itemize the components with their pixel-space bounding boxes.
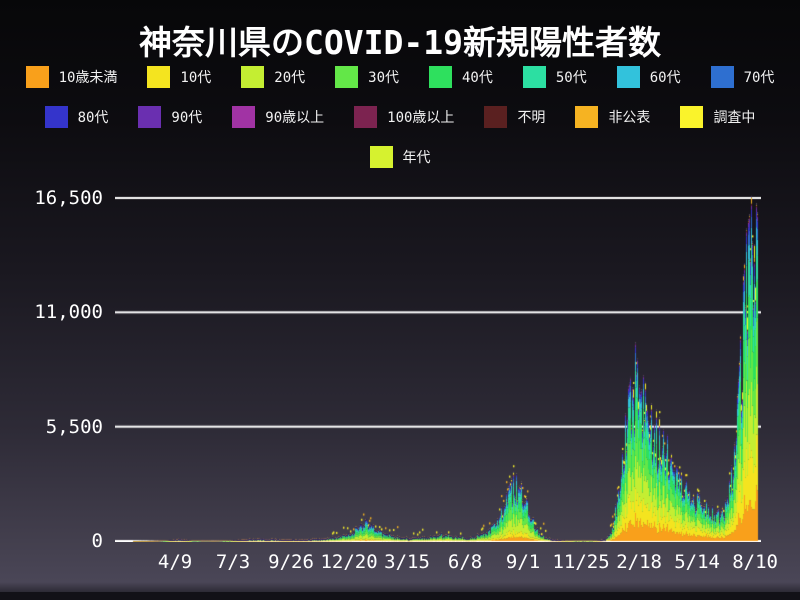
legend-row-3: 年代	[0, 146, 800, 168]
stacked-area-chart	[115, 190, 761, 542]
legend-item-20s: 20代	[241, 66, 305, 88]
legend-swatch-50s	[522, 66, 546, 88]
legend-item-label: 年代	[402, 150, 431, 166]
legend-swatch-under10	[25, 66, 49, 88]
legend-item-label: 40代	[462, 70, 493, 86]
legend-swatch-80s	[44, 106, 68, 128]
legend-item-60s: 60代	[616, 66, 681, 88]
legend-item-undisclosed: 非公表	[575, 106, 650, 128]
x-axis-tick-label: 7/3	[215, 551, 251, 573]
legend-swatch-over100	[354, 106, 378, 128]
legend-item-over90: 90歳以上	[232, 106, 324, 128]
legend-item-40s: 40代	[429, 66, 493, 88]
x-axis-tick-label: 5/14	[674, 551, 720, 573]
y-axis-tick-label: 11,000	[34, 301, 103, 324]
x-axis-tick-label: 12/20	[320, 551, 378, 573]
legend-item-label: 50代	[555, 70, 587, 86]
legend-swatch-10s	[147, 66, 171, 88]
x-axis-tick-label: 9/26	[268, 551, 314, 573]
legend-swatch-30s	[335, 66, 359, 88]
legend-item-50s: 50代	[522, 66, 587, 88]
legend-item-70s: 70代	[710, 66, 775, 88]
legend-item-label: 調査中	[713, 110, 756, 126]
legend-item-80s: 80代	[44, 106, 109, 128]
legend-item-under10: 10歳未満	[25, 66, 118, 88]
legend-item-label: 20代	[274, 70, 306, 86]
legend-item-label: 非公表	[608, 110, 651, 126]
x-axis-tick-label: 4/9	[157, 551, 193, 573]
legend-item-label: 70代	[743, 70, 775, 86]
legend-swatch-70s	[710, 66, 734, 88]
legend-swatch-over90	[232, 106, 256, 128]
legend-swatch-unknown	[484, 106, 508, 128]
legend-item-label: 30代	[368, 70, 399, 86]
legend-item-age-group: 年代	[369, 146, 431, 168]
legend-swatch-researching	[680, 106, 704, 128]
legend-item-label: 90代	[171, 110, 203, 126]
legend-item-label: 不明	[517, 110, 546, 126]
legend-swatch-undisclosed	[575, 106, 599, 128]
x-axis-tick-label: 11/25	[552, 551, 610, 573]
page-title: 神奈川県のCOVID-19新規陽性者数	[139, 23, 661, 62]
x-axis-tick-label: 3/15	[384, 551, 430, 573]
legend-swatch-20s	[241, 66, 265, 88]
legend-row-2: 80代 90代 90歳以上 100歳以上 不明 非公表 調査中	[0, 106, 800, 128]
legend-item-10s: 10代	[147, 66, 211, 88]
legend-item-label: 90歳以上	[265, 110, 325, 126]
y-axis-tick-label: 5,500	[45, 415, 103, 438]
x-axis-tick-label: 8/10	[732, 551, 778, 573]
y-axis-tick-label: 16,500	[34, 187, 103, 209]
footer-strip	[0, 592, 800, 600]
legend-swatch-40s	[429, 66, 452, 88]
legend-swatch-age-group	[369, 146, 393, 168]
legend-swatch-90s	[138, 106, 162, 128]
legend-item-label: 80代	[77, 110, 109, 126]
legend-item-researching: 調査中	[680, 106, 755, 128]
y-axis-tick-label: 0	[91, 530, 103, 552]
legend-row-1: 10歳未満 10代 20代 30代 40代 50代 60代 70代	[0, 66, 800, 88]
legend-item-label: 10代	[180, 70, 212, 86]
x-axis-tick-label: 9/1	[505, 551, 541, 573]
legend-swatch-60s	[616, 66, 640, 88]
x-axis-tick-label: 6/8	[447, 551, 483, 573]
legend-item-over100: 100歳以上	[354, 106, 454, 128]
legend-item-90s: 90代	[138, 106, 202, 128]
legend-item-unknown: 不明	[484, 106, 545, 128]
legend-item-30s: 30代	[335, 66, 399, 88]
legend-item-label: 10歳未満	[58, 70, 118, 86]
x-axis-tick-label: 2/18	[616, 551, 662, 573]
legend-item-label: 100歳以上	[387, 110, 455, 126]
legend-item-label: 60代	[649, 70, 681, 86]
